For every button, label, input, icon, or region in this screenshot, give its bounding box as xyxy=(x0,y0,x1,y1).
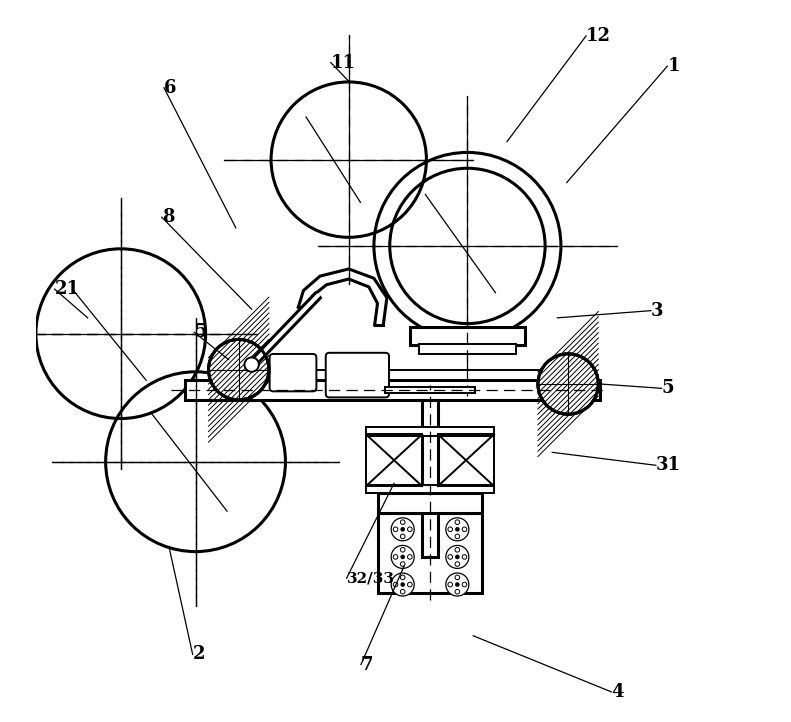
Bar xyxy=(422,400,438,557)
Circle shape xyxy=(448,554,452,560)
Circle shape xyxy=(400,520,405,524)
Polygon shape xyxy=(251,294,320,365)
Polygon shape xyxy=(248,292,322,367)
Circle shape xyxy=(400,562,405,566)
Circle shape xyxy=(392,518,414,541)
Circle shape xyxy=(407,582,412,587)
Circle shape xyxy=(393,554,398,560)
Bar xyxy=(378,513,482,593)
Text: 6: 6 xyxy=(164,79,176,97)
Circle shape xyxy=(462,554,467,560)
Circle shape xyxy=(455,562,460,566)
Bar xyxy=(248,370,579,380)
Circle shape xyxy=(446,518,469,541)
Circle shape xyxy=(462,527,467,531)
Text: 32/33: 32/33 xyxy=(346,571,395,586)
FancyBboxPatch shape xyxy=(270,354,316,391)
Text: 5: 5 xyxy=(194,323,206,342)
Text: 1: 1 xyxy=(668,57,680,75)
Bar xyxy=(410,327,525,345)
Circle shape xyxy=(400,534,405,539)
Circle shape xyxy=(455,547,460,552)
Bar xyxy=(185,380,600,400)
Text: 4: 4 xyxy=(611,683,624,701)
Circle shape xyxy=(455,554,460,560)
FancyBboxPatch shape xyxy=(326,353,389,397)
Text: 2: 2 xyxy=(193,645,205,664)
Bar xyxy=(366,484,494,493)
Bar xyxy=(418,344,517,354)
Bar xyxy=(366,435,422,486)
Circle shape xyxy=(392,573,414,596)
Bar xyxy=(366,427,494,436)
Circle shape xyxy=(407,554,412,560)
Bar xyxy=(385,387,475,393)
Circle shape xyxy=(455,582,460,587)
Circle shape xyxy=(400,589,405,594)
Bar xyxy=(438,435,494,486)
Circle shape xyxy=(455,520,460,524)
Circle shape xyxy=(400,547,405,552)
Circle shape xyxy=(400,527,405,531)
Circle shape xyxy=(455,589,460,594)
Circle shape xyxy=(393,527,398,531)
Text: 21: 21 xyxy=(55,280,80,298)
Text: 12: 12 xyxy=(586,27,611,45)
Text: 5: 5 xyxy=(661,379,674,397)
Text: 11: 11 xyxy=(331,53,356,71)
Circle shape xyxy=(462,582,467,587)
Circle shape xyxy=(448,582,452,587)
Circle shape xyxy=(393,582,398,587)
Circle shape xyxy=(455,534,460,539)
Bar xyxy=(378,493,482,513)
Circle shape xyxy=(538,354,598,414)
Circle shape xyxy=(446,573,469,596)
Circle shape xyxy=(400,554,405,560)
Circle shape xyxy=(455,575,460,580)
Text: 31: 31 xyxy=(656,456,681,474)
Text: 7: 7 xyxy=(361,656,373,674)
Circle shape xyxy=(209,339,269,400)
Circle shape xyxy=(455,527,460,531)
Circle shape xyxy=(446,545,469,568)
Text: 3: 3 xyxy=(651,302,664,320)
Circle shape xyxy=(244,357,259,372)
Circle shape xyxy=(400,575,405,580)
Circle shape xyxy=(407,527,412,531)
Circle shape xyxy=(392,545,414,568)
Text: 8: 8 xyxy=(161,208,174,226)
Circle shape xyxy=(448,527,452,531)
Circle shape xyxy=(400,582,405,587)
